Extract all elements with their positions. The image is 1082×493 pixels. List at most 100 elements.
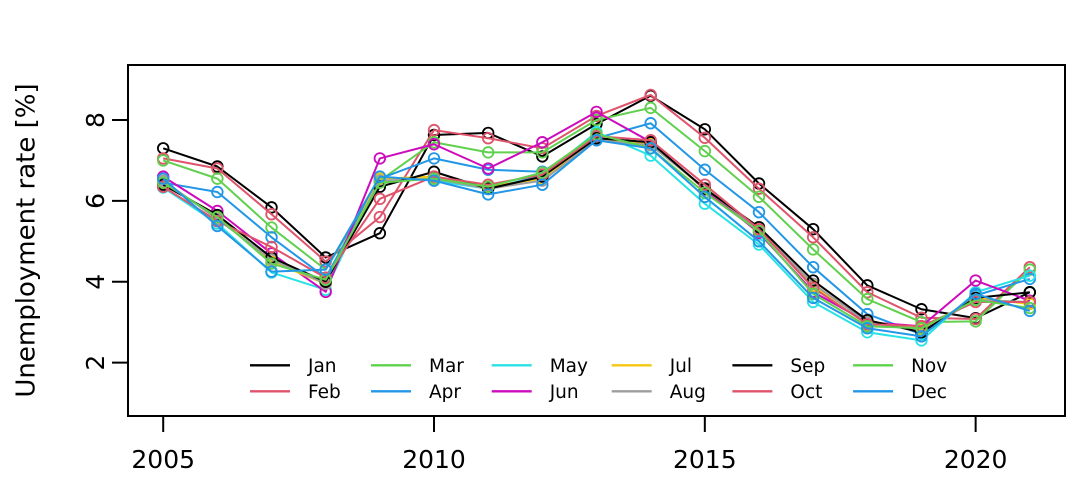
series-marker-dec bbox=[806, 291, 820, 305]
series-marker-nov bbox=[265, 257, 278, 270]
x-tick-label: 2005 bbox=[131, 445, 195, 474]
series-marker-dec bbox=[373, 170, 387, 183]
series-line-dec bbox=[162, 139, 1031, 338]
series-marker-apr bbox=[698, 163, 712, 176]
y-axis-title: Unemployment rate [%] bbox=[12, 83, 42, 397]
series-marker-dec bbox=[157, 172, 170, 185]
legend-label-jan: Jan bbox=[307, 356, 337, 377]
series-marker-jun bbox=[427, 138, 441, 151]
series-marker-mar bbox=[806, 243, 820, 256]
legend-label-mar: Mar bbox=[429, 356, 464, 377]
series-marker-mar bbox=[157, 154, 170, 167]
series-marker-feb bbox=[752, 182, 766, 195]
series-marker-may bbox=[752, 238, 766, 251]
series-marker-jun bbox=[373, 152, 387, 165]
series-marker-apr bbox=[1023, 272, 1036, 286]
series-marker-apr bbox=[427, 152, 441, 165]
series-marker-nov bbox=[915, 322, 928, 335]
series-marker-feb bbox=[698, 131, 712, 144]
series-marker-dec bbox=[752, 235, 766, 248]
series-marker-feb bbox=[861, 286, 874, 299]
series-marker-dec bbox=[319, 263, 332, 276]
legend-label-oct: Oct bbox=[790, 382, 822, 403]
series-marker-nov bbox=[481, 180, 495, 193]
series-line-sep bbox=[162, 137, 1030, 334]
series-line-feb bbox=[163, 93, 1031, 320]
series-marker-mar bbox=[861, 292, 874, 306]
legend-label-nov: Nov bbox=[911, 356, 947, 377]
series-marker-mar bbox=[1023, 263, 1036, 276]
series-marker-mar bbox=[481, 146, 495, 159]
series-marker-dec bbox=[265, 265, 278, 278]
legend-label-sep: Sep bbox=[790, 356, 825, 377]
series-marker-feb bbox=[644, 88, 657, 102]
series-marker-dec bbox=[698, 190, 712, 204]
series-marker-dec bbox=[427, 174, 441, 187]
series-marker-mar bbox=[644, 101, 657, 115]
plot-border bbox=[127, 64, 1066, 417]
series-line-jan bbox=[162, 94, 1031, 320]
series-marker-dec bbox=[1023, 304, 1036, 318]
series-marker-jun bbox=[481, 162, 495, 175]
x-tick-label: 2015 bbox=[673, 445, 737, 474]
series-marker-jun bbox=[536, 136, 549, 149]
series-line-oct bbox=[162, 135, 1030, 328]
series-marker-mar bbox=[698, 144, 712, 158]
legend-label-jun: Jun bbox=[549, 382, 579, 403]
series-marker-oct bbox=[265, 240, 278, 254]
series-marker-dec bbox=[211, 219, 224, 233]
x-tick-label: 2010 bbox=[402, 445, 466, 474]
series-marker-feb bbox=[806, 231, 820, 244]
series-marker-jan bbox=[915, 303, 928, 316]
series-marker-dec bbox=[969, 287, 982, 301]
series-marker-nov bbox=[806, 287, 820, 301]
series-marker-mar bbox=[969, 315, 982, 328]
series-marker-dec bbox=[536, 178, 549, 191]
series-marker-mar bbox=[590, 113, 603, 127]
y-tick-label: 8 bbox=[81, 112, 110, 128]
series-marker-apr bbox=[752, 205, 766, 219]
series-line-apr bbox=[163, 122, 1031, 336]
legend-label-may: May bbox=[550, 356, 588, 377]
x-tick-label: 2020 bbox=[944, 445, 1008, 474]
series-marker-oct bbox=[698, 178, 712, 191]
legend-label-dec: Dec bbox=[911, 382, 947, 403]
series-marker-nov bbox=[211, 210, 224, 224]
series-marker-feb bbox=[481, 131, 495, 145]
series-marker-dec bbox=[590, 134, 603, 147]
y-tick-label: 2 bbox=[81, 355, 110, 371]
series-marker-jun bbox=[590, 105, 603, 119]
series-marker-jun bbox=[969, 274, 982, 287]
series-marker-may bbox=[1023, 269, 1036, 282]
series-line-aug bbox=[162, 139, 1030, 333]
series-marker-dec bbox=[861, 322, 874, 335]
legend-label-jul: Jul bbox=[669, 356, 692, 377]
series-marker-dec bbox=[481, 188, 495, 201]
series-line-mar bbox=[162, 106, 1031, 324]
series-marker-jan bbox=[373, 227, 387, 240]
series-marker-jan bbox=[806, 222, 820, 236]
series-marker-oct bbox=[644, 134, 657, 147]
series-marker-feb bbox=[373, 210, 387, 224]
series-marker-feb bbox=[427, 123, 441, 137]
series-marker-sep bbox=[806, 274, 820, 287]
y-tick-label: 6 bbox=[81, 193, 110, 209]
series-marker-feb bbox=[265, 208, 278, 221]
series-marker-mar bbox=[211, 172, 224, 185]
series-marker-oct bbox=[373, 192, 387, 206]
legend-label-aug: Aug bbox=[670, 382, 706, 403]
series-marker-nov bbox=[536, 166, 549, 179]
series-marker-jan bbox=[861, 279, 874, 292]
legend-label-feb: Feb bbox=[308, 382, 341, 403]
series-marker-jan bbox=[536, 150, 549, 163]
series-marker-dec bbox=[644, 142, 657, 155]
series-marker-mar bbox=[752, 190, 766, 204]
legend-label-apr: Apr bbox=[429, 382, 461, 403]
series-marker-apr bbox=[806, 260, 820, 274]
y-tick-label: 4 bbox=[81, 274, 110, 290]
series-line-may bbox=[162, 131, 1031, 342]
series-marker-jan bbox=[265, 201, 278, 214]
series-marker-dec bbox=[915, 330, 928, 343]
